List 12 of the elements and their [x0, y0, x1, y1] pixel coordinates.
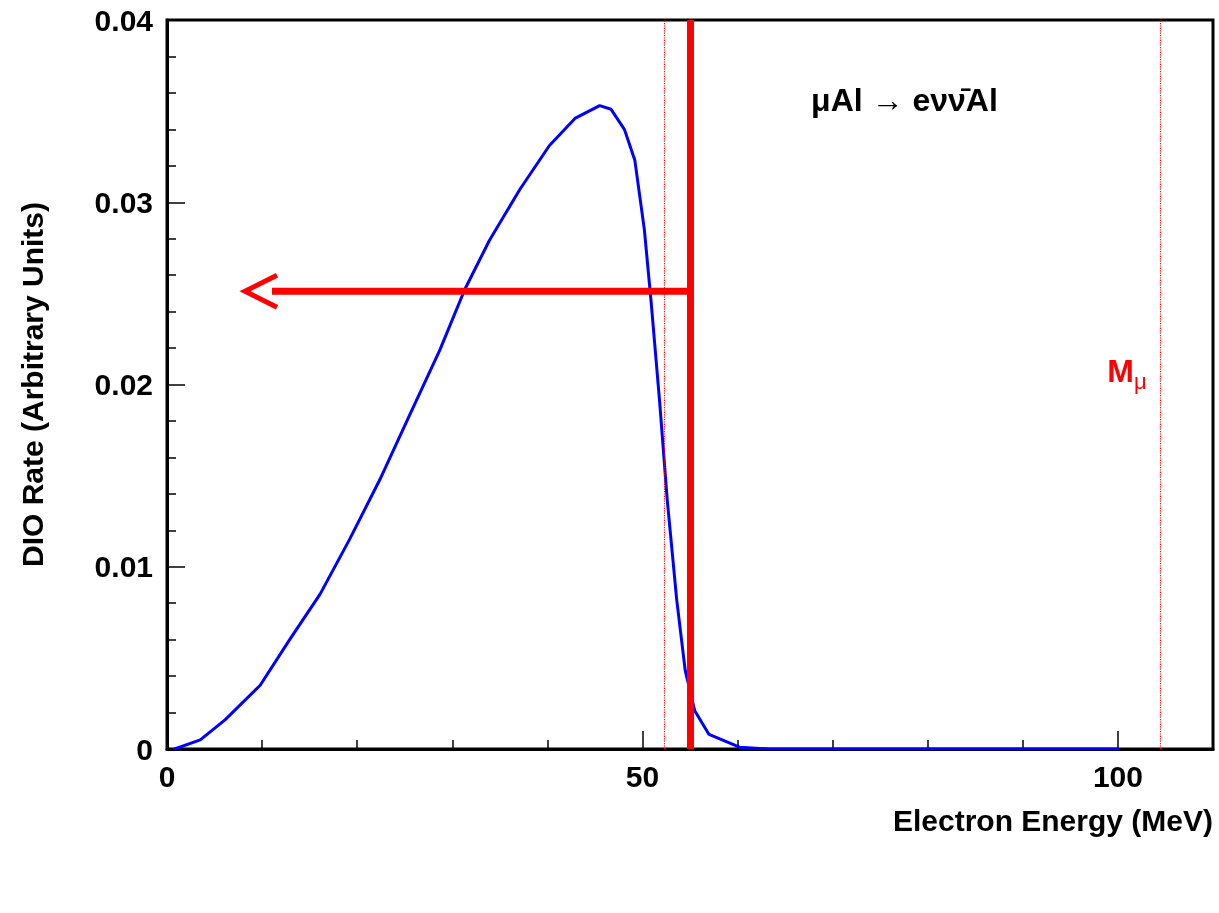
y-tick-label: 0 [136, 732, 153, 766]
ref-line-label: M$_{μ}$ [1107, 353, 1147, 395]
y-tick-label: 0.03 [94, 185, 153, 219]
y-axis-title: DIO Rate (Arbitrary Units) [15, 201, 49, 568]
x-axis-title: Electron Energy (MeV) [892, 803, 1213, 837]
x-tick-label: 100 [1092, 759, 1143, 793]
y-tick-label: 0.04 [94, 3, 154, 37]
x-tick-label: 50 [625, 759, 660, 793]
annotation: μAl → eνν̄Al [811, 82, 998, 119]
y-tick-label: 0.01 [94, 550, 153, 584]
y-tick-label: 0.02 [94, 368, 153, 401]
x-tick-label: 0 [158, 759, 176, 793]
